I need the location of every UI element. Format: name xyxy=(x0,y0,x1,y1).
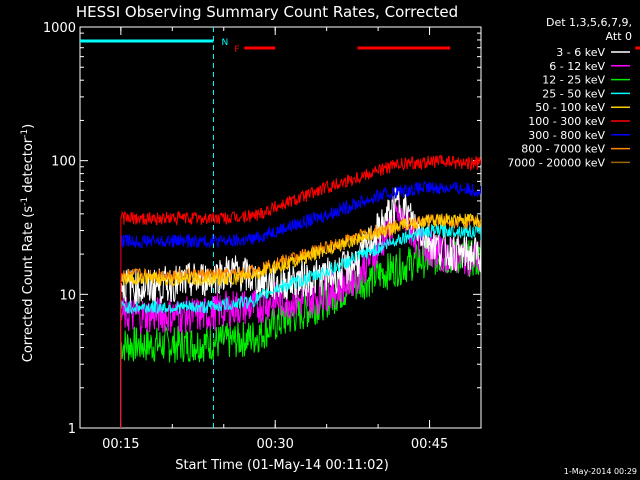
flag-label: N xyxy=(221,38,228,48)
series-line xyxy=(120,239,481,428)
legend-header: Det 1,3,5,6,7,9, xyxy=(546,16,632,29)
series-line xyxy=(120,223,481,428)
x-tick-label: 00:30 xyxy=(256,437,293,452)
y-tick-label: 1000 xyxy=(43,21,76,36)
legend-label: 300 - 800 keV xyxy=(528,129,605,142)
legend-label: 6 - 12 keV xyxy=(549,60,605,73)
y-tick-label: 1 xyxy=(68,422,76,437)
legend-label: 3 - 6 keV xyxy=(556,46,605,59)
legend-label: 50 - 100 keV xyxy=(535,101,605,114)
series-line xyxy=(120,213,481,428)
chart-title: HESSI Observing Summary Count Rates, Cor… xyxy=(76,3,458,21)
y-tick-label: 10 xyxy=(59,288,76,303)
x-tick-label: 00:15 xyxy=(102,437,139,452)
plot-frame xyxy=(79,26,482,429)
y-axis: 1 10 100 1000 xyxy=(43,21,481,437)
flag-label: F xyxy=(234,45,239,55)
y-tick-label: 100 xyxy=(51,155,76,170)
y-axis-label: Corrected Count Rate (s-1 detector-1) xyxy=(20,124,36,362)
x-tick-label: 00:45 xyxy=(411,437,448,452)
legend-label: 12 - 25 keV xyxy=(542,74,605,87)
plot-area xyxy=(79,26,482,429)
date-stamp: 1-May-2014 00:29 xyxy=(564,467,637,476)
annotations: FN xyxy=(80,27,640,428)
series-line xyxy=(120,154,481,428)
series-line xyxy=(120,213,481,428)
legend-label: 7000 - 20000 keV xyxy=(507,156,605,169)
legend-label: 800 - 7000 keV xyxy=(521,143,605,156)
x-axis-label: Start Time (01-May-14 00:11:02) xyxy=(175,458,389,473)
series-line xyxy=(120,197,481,428)
legend-label: 25 - 50 keV xyxy=(542,87,605,100)
series-layer xyxy=(120,154,481,428)
legend-label: 100 - 300 keV xyxy=(528,115,605,128)
series-line xyxy=(120,180,481,428)
legend-header: Att 0 xyxy=(606,30,632,43)
